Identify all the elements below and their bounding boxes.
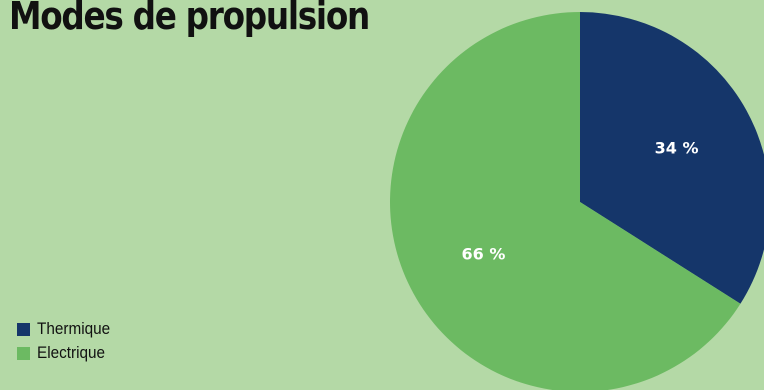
legend-swatch-thermique: [17, 322, 30, 336]
data-label-electrique: 66 %: [461, 245, 505, 264]
pie-slice-electrique: [390, 12, 741, 390]
legend-swatch-electrique: [17, 346, 30, 360]
pie-slice-thermique: [580, 12, 764, 304]
data-label-thermique: 34 %: [655, 138, 699, 157]
legend: Thermique Electrique: [17, 317, 118, 365]
legend-label-electrique: Electrique: [37, 343, 106, 362]
legend-label-thermique: Thermique: [37, 319, 111, 338]
legend-item-electrique: Electrique: [17, 341, 118, 365]
legend-item-thermique: Thermique: [17, 317, 118, 341]
chart-title: Modes de propulsion: [9, 0, 370, 38]
